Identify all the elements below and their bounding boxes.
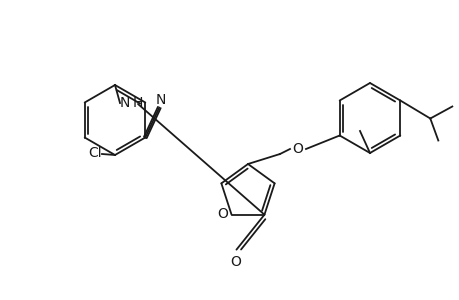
Text: N: N [119,96,130,110]
Text: O: O [217,207,228,221]
Text: O: O [292,142,303,156]
Text: H: H [133,96,143,110]
Text: N: N [156,92,166,106]
Text: O: O [230,255,241,269]
Text: Cl: Cl [88,146,101,160]
